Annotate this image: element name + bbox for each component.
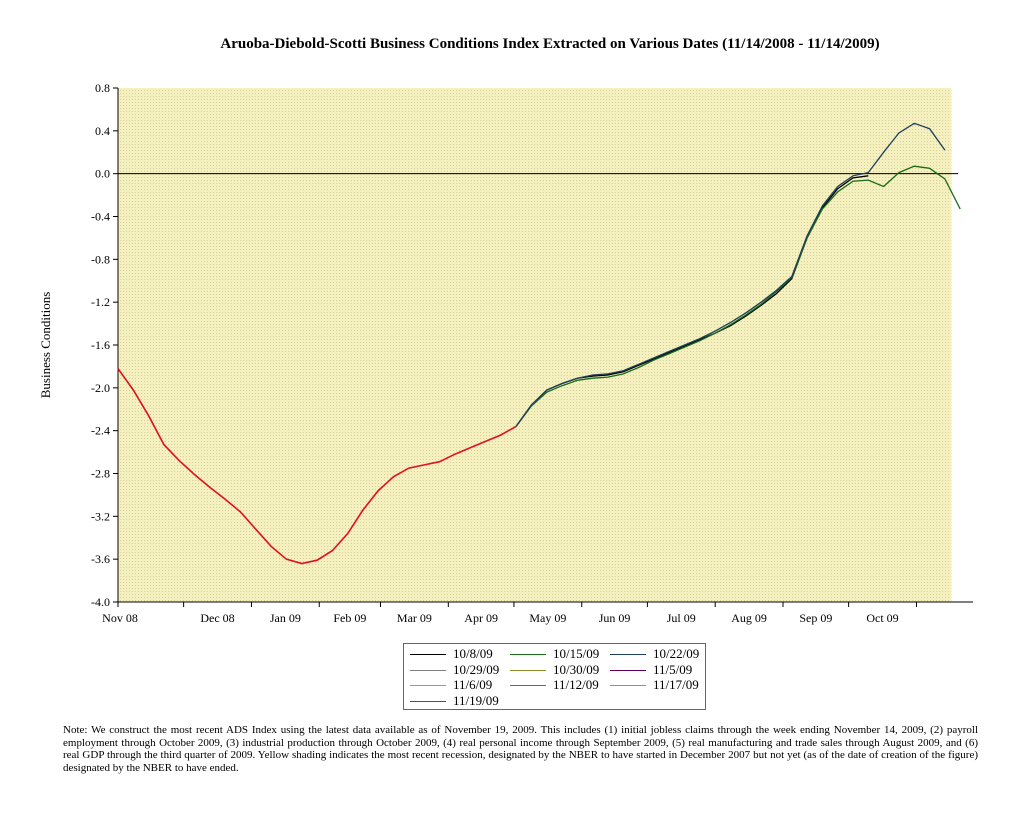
legend-swatch [610, 654, 646, 655]
legend-label: 11/12/09 [553, 677, 599, 692]
y-tick-label: -1.2 [91, 295, 110, 309]
y-tick-label: 0.8 [95, 81, 110, 95]
y-tick-label: -0.8 [91, 252, 110, 266]
y-tick-label: -2.8 [91, 467, 110, 481]
y-tick-label: -2.4 [91, 424, 110, 438]
x-tick-label: Jun 09 [599, 611, 631, 625]
x-tick-label: Jan 09 [270, 611, 301, 625]
legend-label: 11/5/09 [653, 661, 693, 677]
x-tick-label: Oct 09 [866, 611, 898, 625]
x-tick-label: Feb 09 [333, 611, 366, 625]
legend-swatch [410, 685, 446, 686]
legend-swatch [610, 685, 646, 686]
legend-label: 10/15/09 [553, 646, 600, 661]
legend-swatch [510, 669, 546, 671]
series-line-10-22-09 [515, 122, 946, 427]
legend-swatch [410, 700, 446, 702]
x-tick-label: Dec 08 [200, 611, 234, 625]
y-tick-label: -3.2 [91, 509, 110, 523]
x-tick-label: Apr 09 [464, 611, 498, 625]
legend-swatch [610, 669, 646, 671]
y-tick-label: -2.0 [91, 381, 110, 395]
chart-title: Aruoba-Diebold-Scotti Business Condition… [220, 36, 880, 52]
y-tick-label: -1.6 [91, 338, 110, 352]
y-tick-label: 0.0 [95, 167, 110, 181]
x-tick-label: Sep 09 [799, 611, 832, 625]
y-tick-label: -3.6 [91, 552, 110, 566]
y-tick-label: 0.4 [95, 124, 110, 138]
chart-legend: 10/8/09 10/15/09 10/22/09 10/29/09 10/30/09 1… [403, 643, 706, 710]
y-tick-label: -4.0 [91, 595, 110, 609]
legend-swatch [410, 669, 446, 671]
series-line-common-history [117, 368, 517, 565]
legend-label: 10/30/09 [553, 661, 600, 677]
legend-swatch [510, 685, 546, 686]
figure-note: Note: We construct the most recent ADS I… [63, 724, 978, 774]
legend-label: 10/29/09 [453, 661, 500, 677]
x-tick-label: Jul 09 [667, 611, 696, 625]
legend-label: 11/17/09 [653, 677, 699, 692]
legend-label: 11/19/09 [453, 692, 499, 708]
x-tick-label: Mar 09 [397, 611, 432, 625]
legend-label: 10/8/09 [453, 646, 493, 661]
legend-label: 10/22/09 [653, 646, 700, 661]
x-tick-label: Aug 09 [731, 611, 767, 625]
x-tick-label: Nov 08 [102, 611, 138, 625]
recession-shading [118, 88, 952, 602]
series-line-10-15-09 [515, 165, 961, 427]
legend-label: 11/6/09 [453, 677, 493, 692]
legend-swatch [410, 654, 446, 655]
y-tick-label: -0.4 [91, 210, 110, 224]
y-axis-label: Business Conditions [38, 292, 53, 399]
legend-swatch [510, 654, 546, 655]
x-tick-label: May 09 [529, 611, 566, 625]
